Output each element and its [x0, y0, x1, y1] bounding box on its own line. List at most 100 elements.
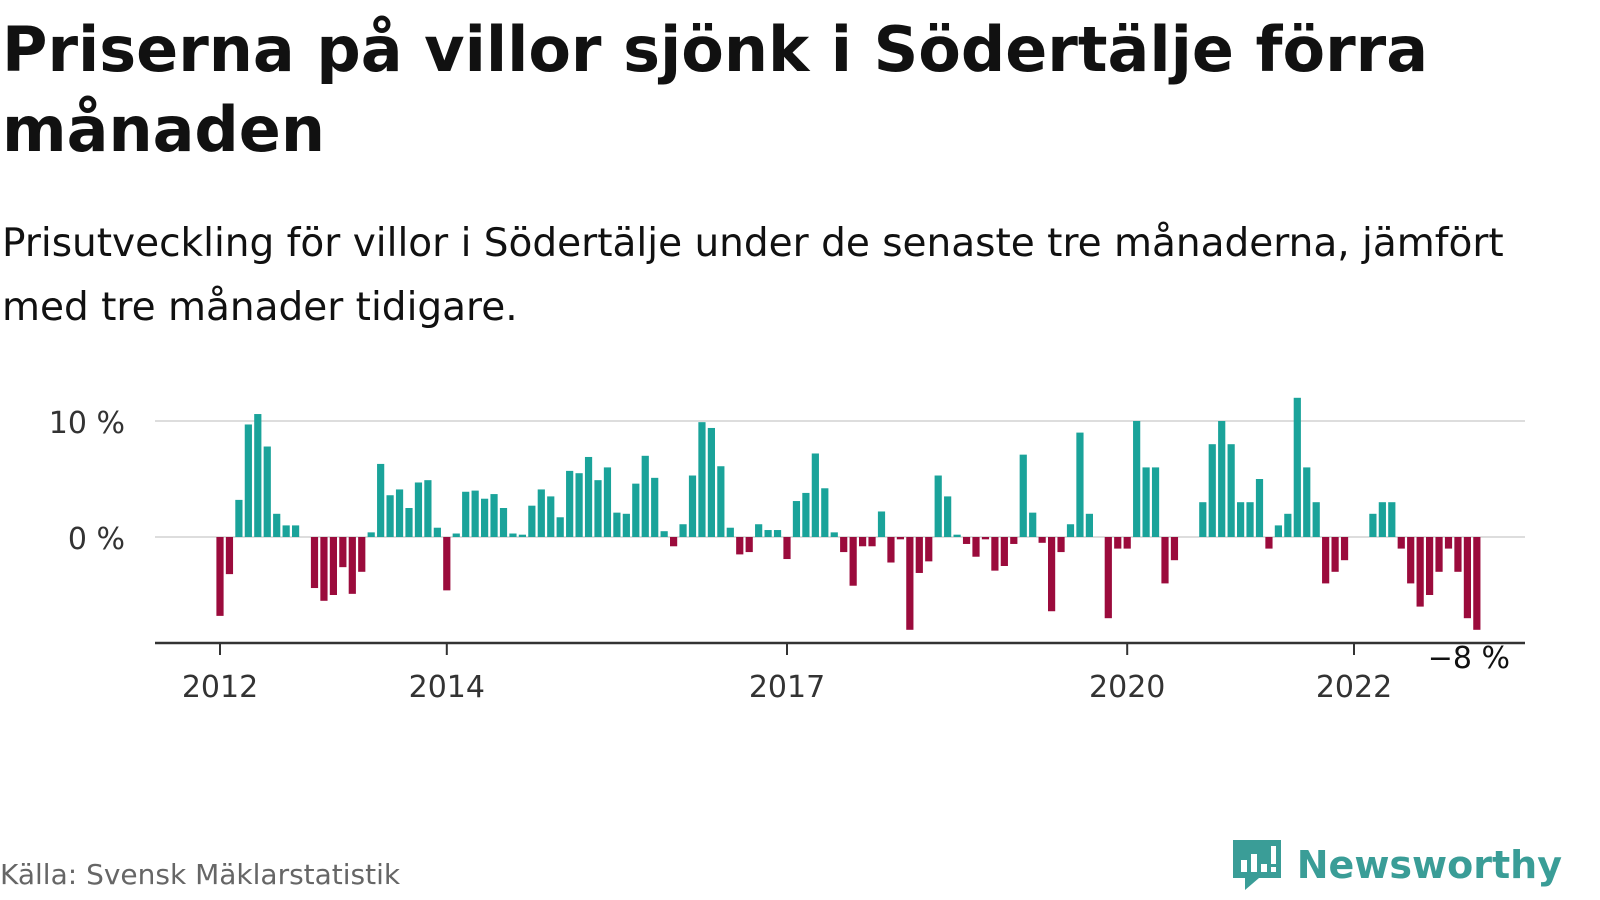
bar: [499, 508, 508, 537]
bar: [1161, 537, 1169, 584]
bar: [1010, 537, 1018, 544]
bar: [755, 524, 763, 537]
bar: [273, 513, 281, 537]
bar: [849, 537, 857, 586]
bar: [736, 537, 744, 555]
bar: [537, 489, 545, 537]
bar: [1426, 537, 1434, 595]
bar: [282, 525, 290, 537]
bar: [1463, 537, 1471, 619]
bar: [1133, 421, 1141, 537]
bar: [433, 527, 441, 537]
bar: [934, 475, 942, 537]
bar: [840, 537, 848, 553]
bar: [802, 492, 810, 537]
bar: [1142, 467, 1150, 537]
bar: [1312, 502, 1320, 537]
bar: [1265, 537, 1273, 549]
bar: [707, 427, 715, 537]
bar: [698, 422, 706, 537]
bar: [764, 530, 772, 537]
bar: [518, 534, 526, 537]
bar: [1416, 537, 1424, 607]
bar: [962, 537, 971, 544]
bar: [310, 537, 319, 589]
bar: [925, 537, 933, 562]
bar: [1227, 444, 1235, 537]
bar: [1114, 537, 1122, 549]
bar: [830, 532, 838, 537]
bar: [1255, 479, 1264, 537]
bar: [1029, 512, 1037, 537]
bar: [244, 424, 252, 537]
bar: [1284, 513, 1292, 537]
bar: [651, 477, 659, 537]
last-value-label: −8 %: [1428, 641, 1510, 676]
bar: [1076, 432, 1084, 537]
bar: [424, 480, 432, 537]
bar: [632, 483, 640, 537]
labels: 0 % 10 % 2012 2014 2017 2020 2022 −8 %: [49, 406, 1510, 705]
bar: [1066, 524, 1075, 537]
x-tick-label: 2022: [1316, 670, 1392, 705]
bar: [1123, 537, 1131, 549]
bar: [1218, 421, 1226, 537]
bar: [613, 512, 621, 537]
bar: [1085, 513, 1093, 537]
bar: [1000, 537, 1008, 566]
bar: [887, 537, 895, 563]
newsworthy-logo-icon: [1232, 840, 1281, 890]
bar: [329, 537, 337, 595]
bar: [1444, 537, 1453, 549]
bar: [471, 490, 479, 537]
bar: [1038, 537, 1046, 543]
bar: [254, 414, 262, 537]
bar: [1274, 525, 1282, 537]
x-tick-label: 2020: [1089, 670, 1165, 705]
bar: [859, 537, 867, 547]
bar: [452, 533, 460, 537]
bar: [1237, 502, 1245, 537]
brand-name: Newsworthy: [1296, 843, 1562, 887]
bar: [358, 537, 366, 572]
bar: [443, 537, 451, 591]
bar: [292, 525, 300, 537]
bar: [1104, 537, 1112, 619]
bar: [1397, 537, 1405, 549]
bar: [1208, 444, 1216, 537]
newsworthy-logo: Newsworthy: [1231, 838, 1562, 892]
bar: [235, 499, 243, 537]
x-tick-label: 2017: [749, 670, 825, 705]
bar: [1048, 537, 1056, 612]
bar: [339, 537, 347, 568]
bar: [547, 496, 555, 537]
bar: [1473, 537, 1481, 630]
x-tick-label: 2014: [409, 670, 485, 705]
bar: [367, 532, 375, 537]
bar: [868, 537, 876, 547]
bar: [320, 537, 328, 601]
bar: [566, 470, 574, 537]
bar: [1369, 513, 1377, 537]
bar: [991, 537, 999, 571]
bar: [641, 455, 649, 537]
x-axis: [155, 641, 1525, 655]
bar: [670, 537, 678, 547]
bar: [906, 537, 914, 630]
bar: [1246, 502, 1254, 537]
bar: [726, 527, 734, 537]
bar: [622, 513, 630, 537]
bar: [688, 475, 697, 537]
bar: [556, 517, 564, 537]
bar: [348, 537, 356, 594]
bar-chart: 0 % 10 % 2012 2014 2017 2020 2022 −8 %: [49, 397, 1525, 705]
bar: [584, 456, 593, 537]
bar: [1199, 502, 1207, 537]
bar: [490, 494, 498, 537]
bar: [1454, 537, 1462, 572]
bar: [783, 537, 791, 560]
bar: [1388, 502, 1396, 537]
bar: [414, 482, 423, 537]
bar: [603, 467, 612, 537]
bar: [481, 498, 489, 537]
